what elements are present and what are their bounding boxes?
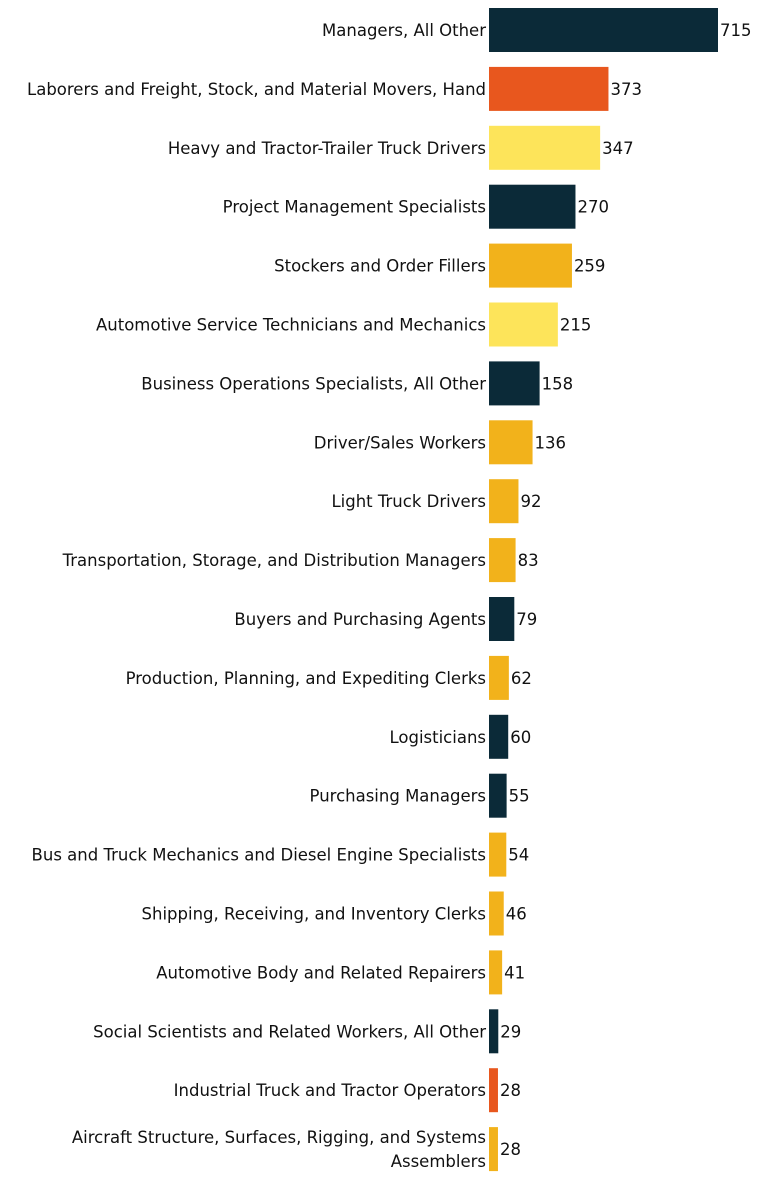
value-label-4: 270 (577, 198, 609, 217)
value-label-5: 259 (574, 257, 606, 276)
category-label-17: Automotive Body and Related Repairers (156, 963, 486, 982)
value-labels-group: 715 373 347 270 259 215 158 136 92 83 79 62 60 55 54 46… (500, 21, 752, 1159)
bar-1 (489, 8, 718, 52)
category-label-11: Buyers and Purchasing Agents (234, 610, 486, 629)
bar-18 (489, 1009, 499, 1054)
value-label-12: 62 (511, 669, 532, 688)
bar-8 (489, 420, 533, 465)
category-labels-group: Managers, All Other Laborers and Freight,… (27, 21, 486, 1171)
bar-16 (489, 891, 504, 936)
value-label-19: 28 (500, 1081, 521, 1100)
bar-12 (489, 655, 509, 700)
value-label-20: 28 (500, 1140, 521, 1159)
bar-14 (489, 773, 507, 818)
bar-11 (489, 597, 515, 641)
category-label-15: Bus and Truck Mechanics and Diesel Engin… (32, 846, 486, 865)
bar-7 (489, 361, 540, 406)
value-label-3: 347 (602, 139, 634, 158)
bar-3 (489, 125, 601, 170)
bar-4 (489, 184, 576, 229)
category-label-1: Managers, All Other (322, 21, 486, 40)
value-label-1: 715 (720, 21, 752, 40)
bar-17 (489, 950, 503, 995)
value-label-17: 41 (504, 963, 525, 982)
category-label-8: Driver/Sales Workers (314, 433, 486, 452)
category-label-6: Automotive Service Technicians and Mecha… (96, 316, 486, 335)
category-label-9: Light Truck Drivers (331, 492, 486, 511)
category-label-7: Business Operations Specialists, All Oth… (141, 374, 486, 393)
value-label-18: 29 (500, 1022, 521, 1041)
category-label-3: Heavy and Tractor-Trailer Truck Drivers (168, 139, 486, 158)
value-label-13: 60 (510, 728, 531, 747)
category-label-16: Shipping, Receiving, and Inventory Clerk… (142, 905, 486, 924)
value-label-2: 373 (610, 80, 642, 99)
category-label-18: Social Scientists and Related Workers, A… (93, 1022, 486, 1041)
bars-group (489, 8, 718, 1172)
value-label-15: 54 (508, 846, 529, 865)
bar-19 (489, 1068, 498, 1113)
category-label-20: Aircraft Structure, Surfaces, Rigging, a… (72, 1128, 486, 1171)
bar-10 (489, 538, 516, 583)
value-label-16: 46 (506, 905, 527, 924)
bar-20 (489, 1127, 498, 1172)
category-label-13: Logisticians (389, 728, 486, 747)
category-label-12: Production, Planning, and Expediting Cle… (126, 669, 486, 688)
bar-5 (489, 243, 572, 288)
bar-2 (489, 66, 609, 111)
value-label-8: 136 (535, 433, 567, 452)
category-label-5: Stockers and Order Fillers (274, 257, 486, 276)
value-label-10: 83 (518, 551, 539, 570)
value-label-6: 215 (560, 316, 592, 335)
value-label-7: 158 (542, 374, 574, 393)
value-label-14: 55 (509, 787, 530, 806)
category-label-10: Transportation, Storage, and Distributio… (62, 551, 486, 570)
bar-13 (489, 714, 509, 759)
category-label-2: Laborers and Freight, Stock, and Materia… (27, 80, 486, 99)
value-label-9: 92 (520, 492, 541, 511)
bar-9 (489, 479, 519, 524)
category-label-14: Purchasing Managers (310, 787, 486, 806)
bar-6 (489, 302, 558, 347)
bar-15 (489, 832, 507, 877)
value-label-11: 79 (516, 610, 537, 629)
category-label-4: Project Management Specialists (223, 198, 486, 217)
category-label-19: Industrial Truck and Tractor Operators (174, 1081, 486, 1100)
